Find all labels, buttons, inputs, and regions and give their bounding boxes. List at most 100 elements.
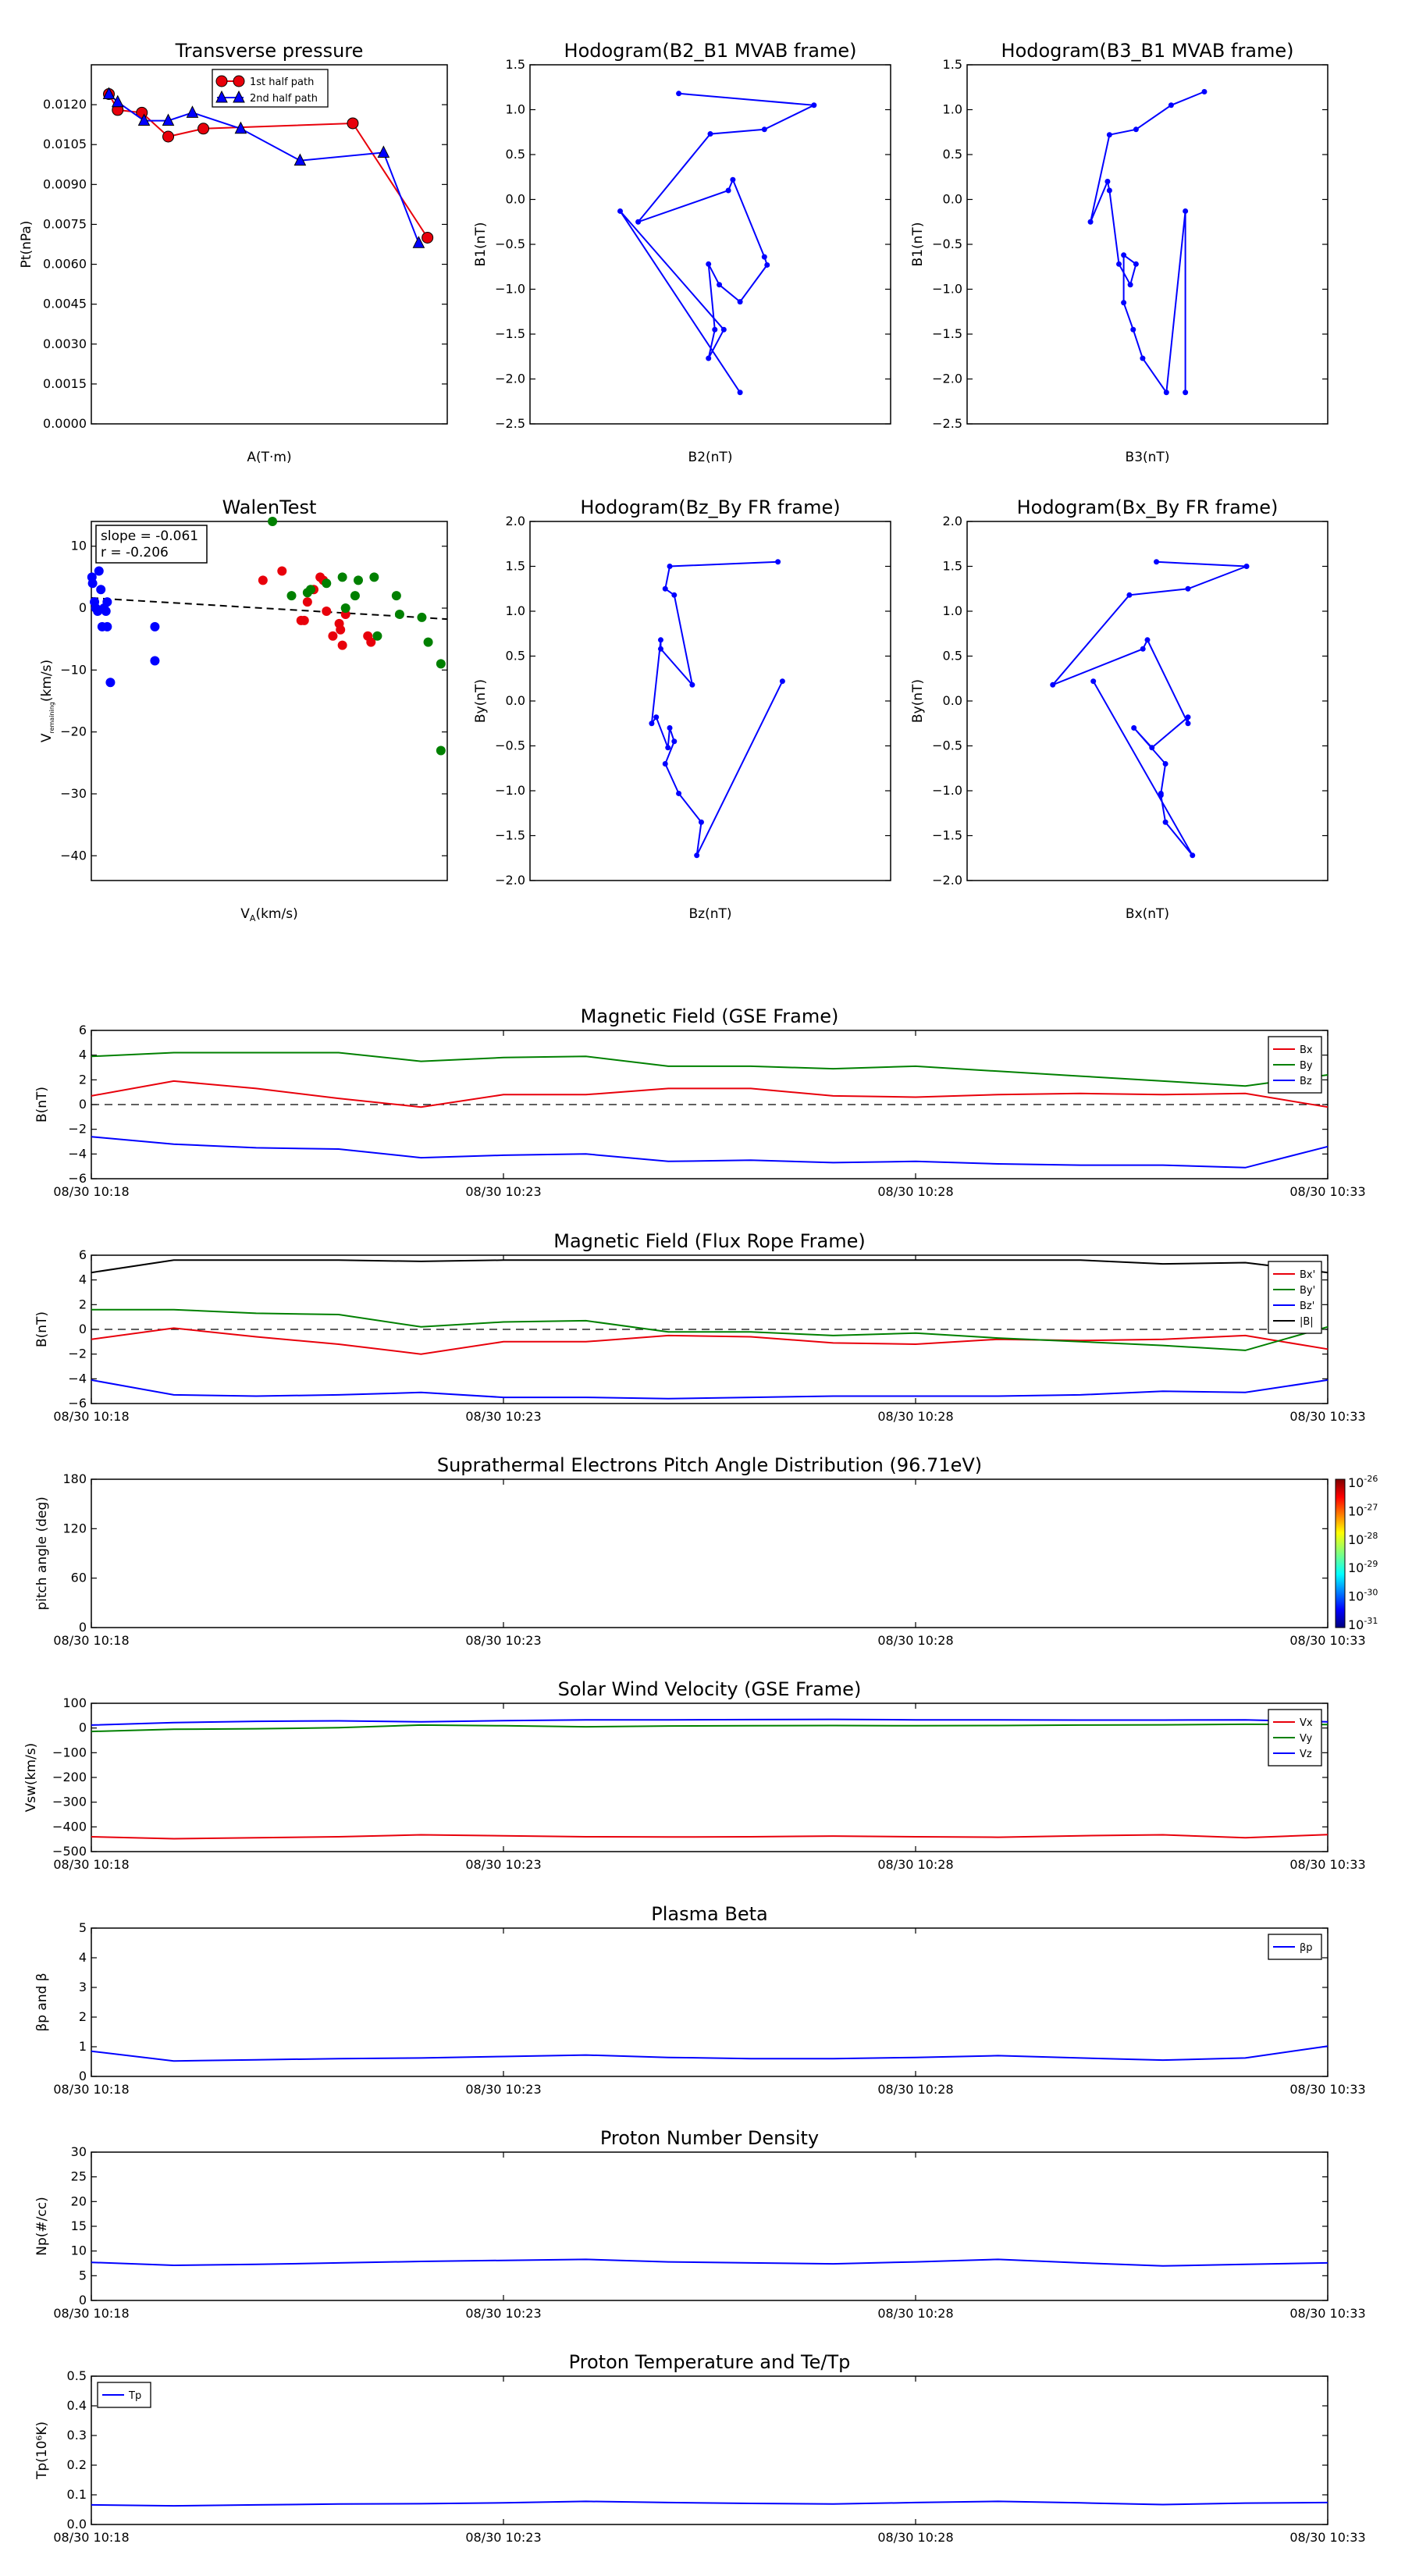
chart-title: Hodogram(B2_B1 MVAB frame) bbox=[564, 40, 857, 62]
data-point bbox=[1168, 102, 1174, 109]
y-axis-label: pitch angle (deg) bbox=[34, 1496, 50, 1610]
data-point bbox=[764, 262, 770, 268]
y-tick-label: 25 bbox=[71, 2169, 87, 2184]
data-point bbox=[1158, 792, 1164, 799]
data-point bbox=[676, 91, 682, 97]
y-tick-label: −40 bbox=[60, 848, 87, 863]
y-tick-label: 2 bbox=[79, 1297, 87, 1311]
colorbar-label: 10-28 bbox=[1348, 1531, 1378, 1547]
y-tick-label: −1.5 bbox=[932, 828, 962, 843]
y-tick-label: 1.5 bbox=[943, 57, 962, 72]
annotation-text: r = -0.206 bbox=[101, 545, 169, 560]
data-point bbox=[162, 113, 175, 126]
plot-frame bbox=[91, 64, 448, 425]
y-tick-label: 0.0 bbox=[67, 2517, 87, 2532]
x-tick-label: 08/30 10:28 bbox=[877, 1409, 953, 1424]
y-tick-label: 0.0105 bbox=[43, 137, 87, 151]
colorbar-label: 10-29 bbox=[1348, 1559, 1378, 1575]
colorbar-label: 10-30 bbox=[1348, 1588, 1378, 1604]
y-axis-label: B1(nT) bbox=[910, 222, 926, 267]
y-tick-label: 5 bbox=[79, 2268, 87, 2282]
y-tick-label: 0.5 bbox=[943, 649, 962, 664]
data-point bbox=[657, 637, 663, 643]
data-point bbox=[707, 131, 713, 137]
y-axis-label: Tp(10⁶K) bbox=[34, 2421, 50, 2480]
y-tick-label: 1.0 bbox=[506, 102, 525, 117]
series-line bbox=[91, 2045, 1329, 2062]
y-tick-label: 0.0000 bbox=[43, 416, 87, 431]
data-point bbox=[94, 566, 104, 576]
data-point bbox=[1154, 559, 1160, 565]
y-tick-label: 1.0 bbox=[943, 603, 962, 618]
y-tick-label: 2 bbox=[79, 1072, 87, 1087]
x-tick-label: 08/30 10:23 bbox=[465, 2306, 541, 2321]
x-tick-label: 08/30 10:23 bbox=[465, 1633, 541, 1648]
data-point bbox=[423, 637, 433, 647]
y-tick-label: 0.0 bbox=[506, 693, 525, 708]
data-point bbox=[1121, 300, 1127, 306]
data-point bbox=[706, 261, 712, 267]
y-tick-label: 0 bbox=[79, 2293, 87, 2307]
data-point bbox=[706, 355, 712, 361]
y-tick-label: −2.0 bbox=[495, 372, 525, 386]
x-tick-label: 08/30 10:28 bbox=[877, 1633, 953, 1648]
chart-mag_gse: −6 −4 −2 0 2 4 6 Magnetic Field (GSE Frame) 08/3… bbox=[34, 1005, 1366, 1199]
series-line bbox=[650, 560, 784, 856]
data-point bbox=[322, 578, 332, 589]
chart-title: Magnetic Field (GSE Frame) bbox=[581, 1005, 839, 1027]
data-point bbox=[394, 609, 404, 619]
data-point bbox=[730, 176, 736, 183]
y-tick-label: 4 bbox=[79, 1950, 87, 1965]
x-tick-label: 08/30 10:18 bbox=[53, 2082, 129, 2097]
chart-title: Transverse pressure bbox=[175, 40, 364, 62]
y-tick-label: −1.0 bbox=[932, 783, 962, 798]
data-point bbox=[665, 745, 671, 751]
y-axis-label: Vremaining(km/s) bbox=[39, 660, 55, 742]
data-point bbox=[725, 187, 731, 194]
data-point bbox=[1133, 126, 1139, 133]
data-point bbox=[436, 745, 446, 756]
y-tick-label: −1.5 bbox=[495, 326, 525, 341]
plot-frame bbox=[91, 2151, 1329, 2301]
data-point bbox=[101, 607, 111, 616]
series-line bbox=[91, 1327, 1329, 1355]
data-point bbox=[391, 591, 401, 601]
series-line bbox=[91, 1308, 1329, 1351]
data-point bbox=[215, 90, 228, 103]
data-point bbox=[102, 87, 116, 99]
series-line bbox=[91, 1379, 1329, 1400]
data-point bbox=[676, 790, 682, 796]
data-point bbox=[102, 621, 112, 632]
chart-vsw: −500 −400 −300 −200 −100 0 100 Solar Wind Veloc… bbox=[23, 1678, 1366, 1872]
data-point bbox=[377, 145, 390, 158]
data-point bbox=[1106, 132, 1112, 138]
y-tick-label: 6 bbox=[79, 1247, 87, 1262]
data-point bbox=[293, 153, 307, 166]
y-axis-label: B1(nT) bbox=[473, 222, 489, 267]
data-point bbox=[137, 113, 151, 126]
y-tick-label: 2.0 bbox=[506, 514, 525, 528]
x-axis-label: VA(km/s) bbox=[240, 906, 297, 923]
y-tick-label: 0 bbox=[79, 600, 87, 615]
legend-label: βp bbox=[1300, 1942, 1313, 1954]
data-point bbox=[436, 659, 446, 669]
y-tick-label: −4 bbox=[68, 1371, 87, 1386]
data-point bbox=[215, 75, 228, 87]
series-line bbox=[1090, 91, 1205, 395]
chart-title: WalenTest bbox=[222, 496, 317, 518]
chart-tp_temp: 0.0 0.1 0.2 0.3 0.4 0.5 Proton Temperature and… bbox=[34, 2351, 1366, 2545]
y-tick-label: −0.5 bbox=[495, 738, 525, 753]
y-tick-label: 0.0045 bbox=[43, 297, 87, 311]
y-tick-label: 0 bbox=[79, 1097, 87, 1112]
y-tick-label: 4 bbox=[79, 1048, 87, 1062]
x-tick-label: 08/30 10:33 bbox=[1289, 1409, 1365, 1424]
data-point bbox=[698, 819, 704, 825]
data-point bbox=[102, 597, 112, 607]
annotation-box bbox=[95, 525, 208, 564]
y-tick-label: 1.5 bbox=[506, 559, 525, 574]
y-tick-label: 0.2 bbox=[67, 2457, 87, 2472]
series-line bbox=[91, 2258, 1329, 2267]
data-point bbox=[286, 591, 297, 601]
legend-label: Tp bbox=[128, 2390, 141, 2402]
